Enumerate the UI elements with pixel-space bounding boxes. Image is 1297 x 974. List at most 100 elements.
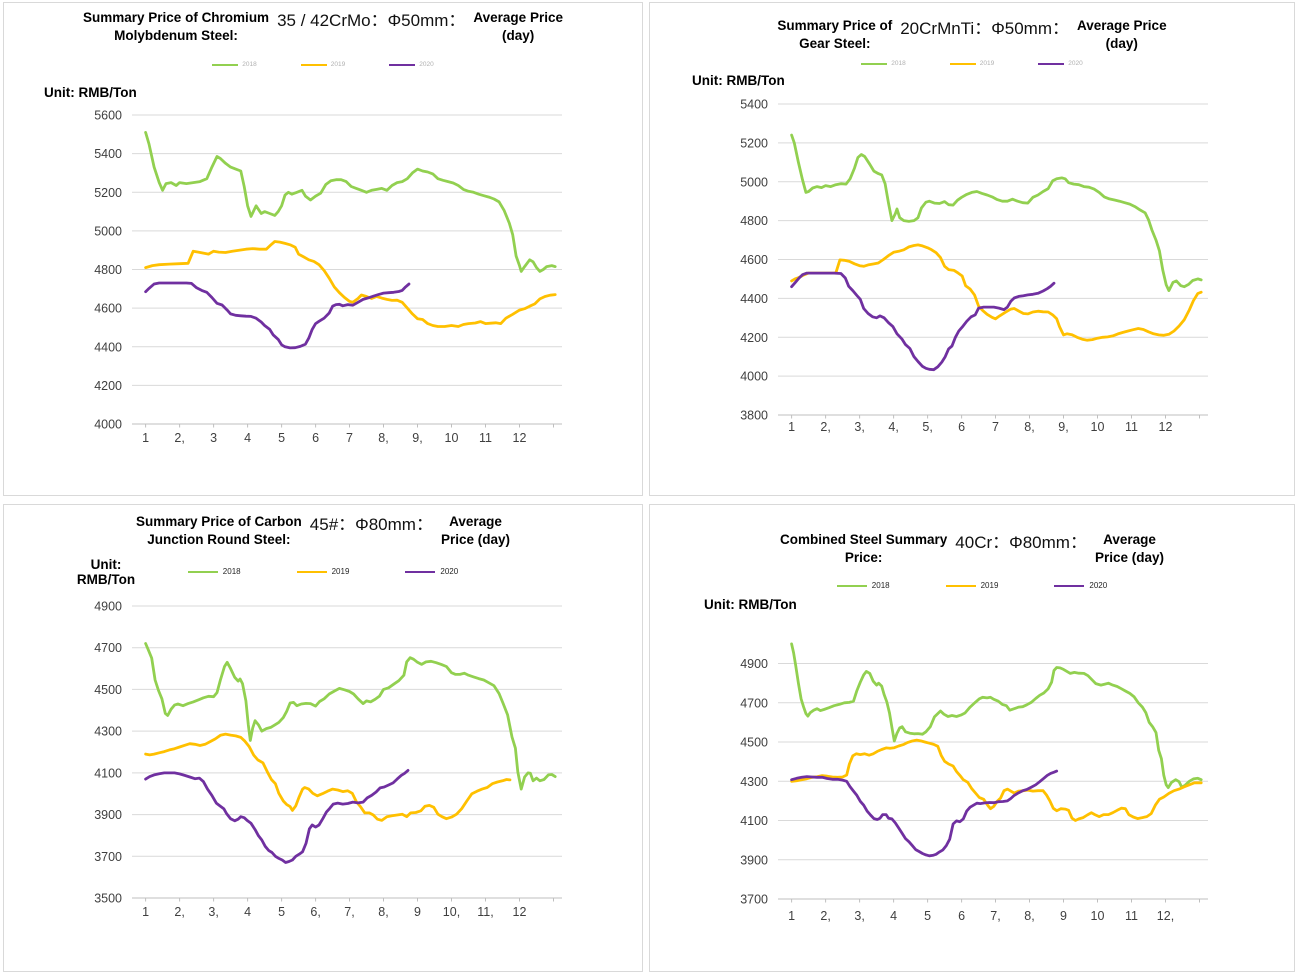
unit-label: Unit: RMB/Ton — [76, 557, 136, 587]
legend-line-swatch — [187, 570, 218, 573]
y-axis-tick-label: 4300 — [740, 775, 768, 789]
chart-title: Combined Steel Summary Price: 40Cr：Φ80mm… — [650, 531, 1294, 566]
series-line-2018 — [790, 133, 1203, 293]
y-axis-tick-label: 4500 — [740, 736, 768, 750]
y-axis-tick-label: 4400 — [94, 340, 122, 354]
legend-label: 2018 — [871, 581, 890, 590]
chart-title-spec: 40Cr：Φ80mm： — [955, 533, 1087, 552]
x-axis-tick-label: 8, — [1024, 909, 1034, 923]
y-axis-tick-label: 5000 — [94, 224, 122, 238]
series-line-2020 — [790, 271, 1056, 372]
y-axis-tick-label: 4900 — [94, 600, 122, 614]
legend-line-swatch — [1038, 62, 1065, 65]
series-line-2020 — [144, 281, 411, 350]
x-axis-tick-label: 11 — [1125, 909, 1138, 923]
x-axis-tick-label: 6 — [958, 420, 965, 434]
chart-title-suffix: Average Price (day) — [473, 10, 563, 43]
x-axis-tick-label: 11, — [477, 905, 493, 919]
x-axis-tick-label: 10 — [445, 431, 459, 445]
chart-title: Summary Price of Chromium Molybdenum Ste… — [4, 9, 642, 44]
legend-line-swatch — [212, 63, 239, 66]
legend-line-swatch — [945, 584, 976, 587]
legend-line-swatch — [405, 570, 436, 573]
chart-title-suffix: Average Price (day) — [1077, 18, 1167, 51]
chart-title: Summary Price of Carbon Junction Round S… — [4, 513, 642, 548]
y-axis-tick-label: 3700 — [94, 850, 122, 864]
chart-title-main: Combined Steel Summary Price: — [780, 532, 948, 565]
x-axis-tick-label: 11 — [479, 431, 492, 445]
y-axis-tick-label: 5200 — [740, 136, 768, 150]
x-axis-tick-label: 9 — [1060, 909, 1067, 923]
y-axis-tick-label: 4000 — [740, 370, 768, 384]
legend-label: 2019 — [330, 61, 346, 68]
legend-label: 2019 — [979, 60, 995, 67]
y-axis-tick-label: 3900 — [740, 853, 768, 867]
legend-label: 2018 — [242, 61, 257, 68]
chart-title-suffix: Average Price (day) — [1094, 532, 1164, 565]
chart-legend: 2018 2019 2020 — [4, 61, 642, 68]
x-axis-tick-label: 3, — [854, 420, 864, 434]
x-axis-tick-label: 2, — [820, 420, 830, 434]
series-line-2019 — [144, 240, 557, 328]
y-axis-tick-label: 5400 — [740, 98, 768, 112]
x-axis-tick-label: 5 — [924, 909, 931, 923]
chart-title-spec: 20CrMnTi：Φ50mm： — [900, 19, 1070, 38]
unit-label: Unit: RMB/Ton — [692, 73, 785, 88]
chart-title-main: Summary Price of Gear Steel: — [777, 18, 893, 51]
y-axis-tick-label: 4500 — [94, 683, 122, 697]
legend-item-2019: 2019 — [300, 61, 346, 68]
x-axis-tick-label: 8, — [1024, 420, 1034, 434]
series-line-2018 — [144, 642, 557, 791]
y-axis-tick-label: 4600 — [740, 253, 768, 267]
series-line-2018 — [144, 131, 557, 273]
legend-line-swatch — [861, 62, 888, 65]
chart-title: Summary Price of Gear Steel: 20CrMnTi：Φ5… — [650, 17, 1294, 52]
series-line-2020 — [790, 769, 1059, 858]
y-axis-tick-label: 4900 — [740, 657, 768, 671]
y-axis-tick-label: 4300 — [94, 725, 122, 739]
legend-line-swatch — [300, 63, 327, 66]
x-axis-tick-label: 4 — [244, 431, 251, 445]
y-axis-tick-label: 4200 — [94, 379, 122, 393]
y-axis-tick-label: 4600 — [94, 302, 122, 316]
legend-item-2019: 2019 — [949, 60, 995, 67]
chart-legend: 2018 2019 2020 — [650, 60, 1294, 67]
legend-line-swatch — [1054, 584, 1085, 587]
chart-panel-carbon-round-steel: Summary Price of Carbon Junction Round S… — [3, 504, 643, 972]
y-axis-tick-label: 3900 — [94, 808, 122, 822]
line-chart-canvas: 3500 3700 3900 4100 4300 4500 4700 4900 1 2, 3, 4 5 6… — [94, 600, 562, 919]
x-axis-tick-label: 2, — [174, 905, 184, 919]
legend-item-2019: 2019 — [945, 581, 998, 590]
x-axis-tick-label: 9 — [414, 905, 421, 919]
x-axis-tick-label: 8, — [378, 431, 388, 445]
y-axis-tick-label: 4000 — [94, 418, 122, 432]
x-axis-tick-label: 5 — [278, 905, 285, 919]
line-chart-canvas: 3800 4000 4200 4400 4600 4800 5000 5200 5400 1 2, 3… — [740, 98, 1208, 434]
line-chart-canvas: 4000 4200 4400 4600 4800 5000 5200 5400 5600 1 2, 3… — [94, 109, 562, 445]
legend-item-2020: 2020 — [389, 61, 434, 68]
legend-label: 2020 — [419, 61, 434, 68]
legend-label: 2020 — [1068, 60, 1083, 67]
legend-item-2019: 2019 — [296, 567, 349, 576]
y-axis-tick-label: 4100 — [94, 766, 122, 780]
y-axis-tick-label: 5000 — [740, 175, 768, 189]
x-axis-tick-label: 11 — [1125, 420, 1138, 434]
y-axis-tick-label: 5600 — [94, 109, 122, 123]
chart-panel-gear-steel: Summary Price of Gear Steel: 20CrMnTi：Φ5… — [649, 2, 1295, 496]
y-axis-tick-label: 4100 — [740, 814, 768, 828]
chart-legend: 2018 2019 2020 — [4, 567, 642, 576]
chart-panel-chromium-molybdenum: Summary Price of Chromium Molybdenum Ste… — [3, 2, 643, 496]
unit-label: Unit: RMB/Ton — [44, 85, 137, 100]
y-axis-tick-label: 4700 — [94, 641, 122, 655]
x-axis-tick-label: 2, — [174, 431, 184, 445]
x-axis-tick-label: 10 — [1091, 909, 1105, 923]
x-axis-tick-label: 3, — [208, 905, 218, 919]
x-axis-tick-label: 3 — [210, 431, 217, 445]
x-axis-tick-label: 5, — [922, 420, 932, 434]
y-axis-tick-label: 4400 — [740, 292, 768, 306]
series-line-2019 — [144, 732, 512, 822]
unit-label: Unit: RMB/Ton — [704, 597, 797, 612]
y-axis-tick-label: 4800 — [740, 214, 768, 228]
x-axis-tick-label: 2, — [820, 909, 830, 923]
